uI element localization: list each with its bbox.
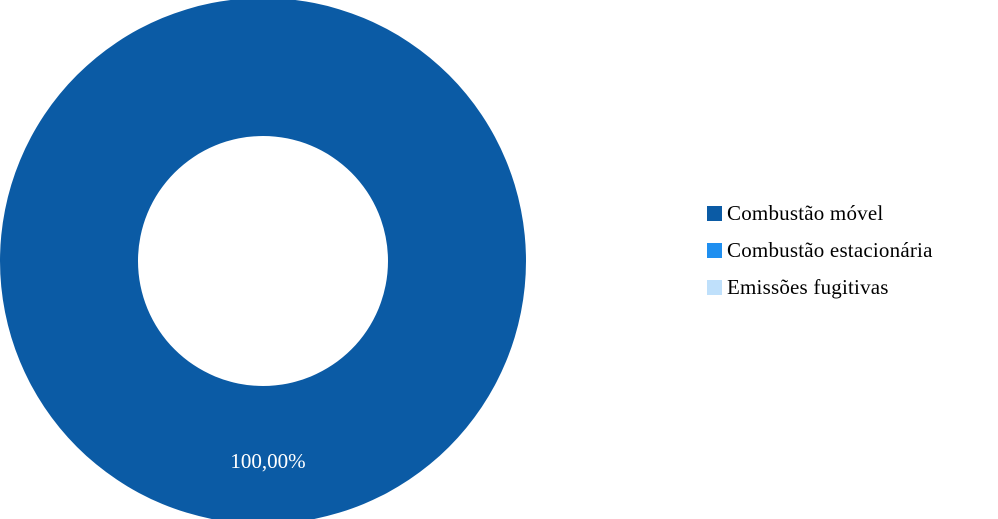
donut-slices <box>0 0 526 519</box>
legend-label-combustao-estacionaria: Combustão estacionária <box>727 238 933 262</box>
legend-item-emissoes-fugitivas: Emissões fugitivas <box>707 274 933 301</box>
chart-legend: Combustão móvel Combustão estacionária E… <box>707 200 933 311</box>
legend-label-emissoes-fugitivas: Emissões fugitivas <box>727 275 889 299</box>
legend-swatch-emissoes-fugitivas <box>707 280 722 295</box>
donut-labels: 100,00% <box>230 449 305 473</box>
data-label-combustao-movel: 100,00% <box>230 449 305 473</box>
legend-swatch-combustao-movel <box>707 206 722 221</box>
legend-item-combustao-movel: Combustão móvel <box>707 200 933 227</box>
legend-swatch-combustao-estacionaria <box>707 243 722 258</box>
legend-label-combustao-movel: Combustão móvel <box>727 201 884 225</box>
slice-combustao-movel <box>0 0 526 519</box>
legend-item-combustao-estacionaria: Combustão estacionária <box>707 237 933 264</box>
